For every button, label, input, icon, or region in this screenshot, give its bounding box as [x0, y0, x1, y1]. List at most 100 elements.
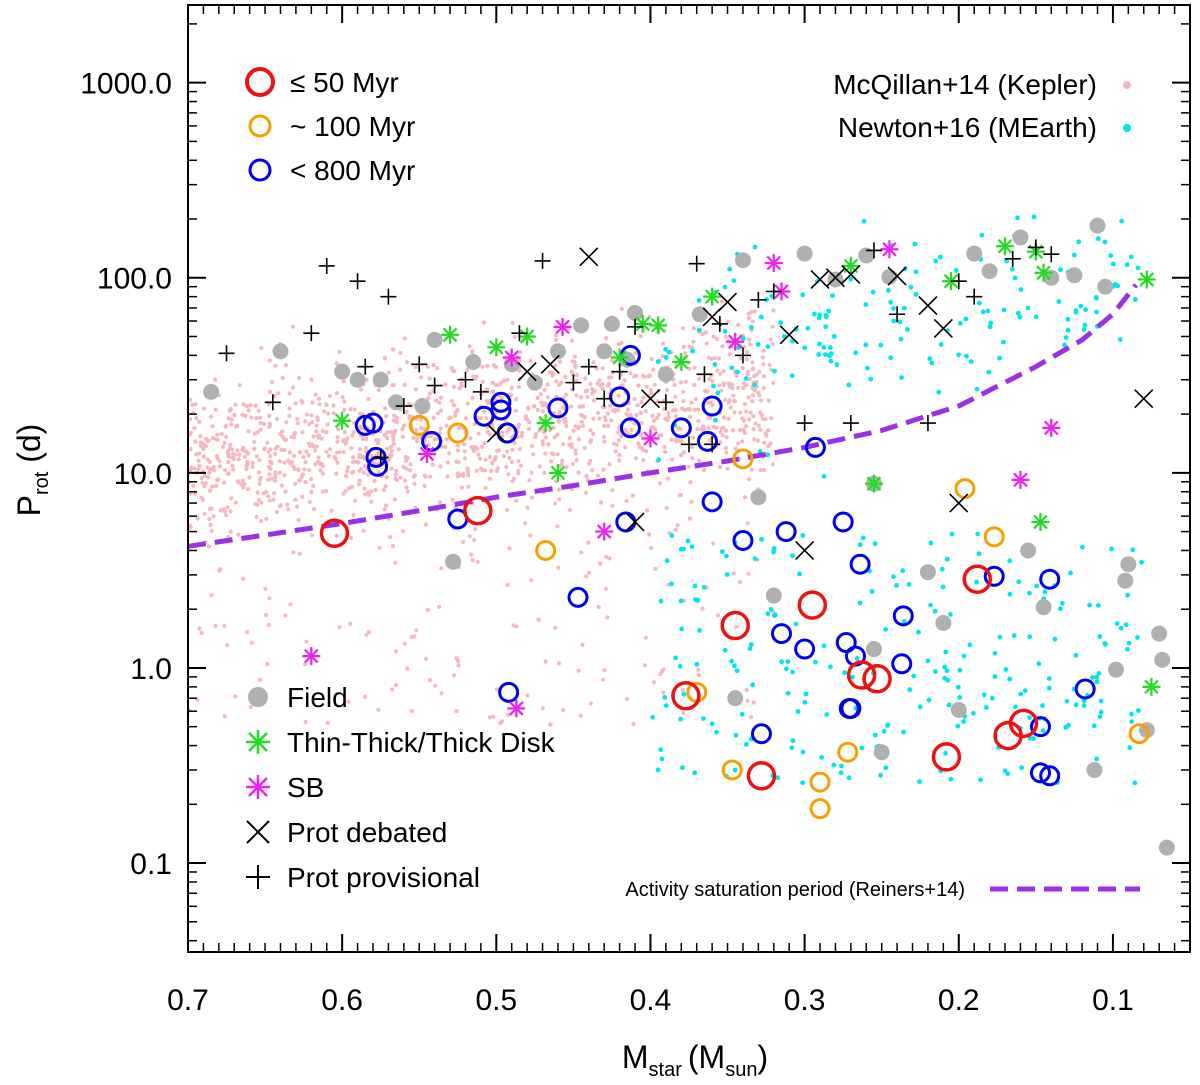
mcquillan-point — [241, 445, 246, 450]
mcquillan-point — [310, 420, 315, 425]
newton-point — [900, 568, 905, 574]
mcquillan-point — [376, 387, 381, 393]
mcquillan-point — [478, 456, 483, 461]
newton-point — [1132, 297, 1138, 302]
mcquillan-point — [616, 393, 621, 398]
mcquillan-point — [557, 497, 562, 502]
mcquillan-point — [721, 381, 726, 386]
mcquillan-point — [465, 466, 470, 471]
mcquillan-point — [732, 410, 737, 415]
mcquillan-point — [750, 319, 756, 324]
mcquillan-point — [426, 396, 431, 401]
mcquillan-point — [465, 469, 471, 474]
newton-point — [992, 650, 998, 656]
mcquillan-point — [638, 410, 643, 416]
mcquillan-point — [579, 419, 585, 424]
newton-point — [984, 705, 989, 710]
age-800myr-point — [892, 605, 914, 627]
disk-point — [487, 338, 506, 357]
mcquillan-point — [252, 446, 257, 451]
mcquillan-point — [520, 430, 525, 435]
newton-point — [1022, 688, 1028, 694]
provisional-point — [357, 358, 374, 375]
mcquillan-point — [519, 433, 524, 439]
newton-point — [823, 324, 829, 330]
debated-point — [717, 292, 738, 312]
mcquillan-point — [556, 487, 562, 492]
newton-point — [1126, 640, 1132, 646]
mcquillan-point — [259, 345, 264, 350]
mcquillan-point — [487, 476, 493, 481]
field-point — [1097, 278, 1114, 295]
mcquillan-point — [625, 407, 631, 412]
mcquillan-point — [362, 694, 368, 699]
mcquillan-point — [603, 418, 608, 423]
mcquillan-point — [746, 395, 751, 400]
mcquillan-point — [574, 393, 579, 398]
mcquillan-point — [256, 470, 262, 475]
x-axis-title-close: ) — [757, 1039, 768, 1075]
mcquillan-point — [720, 344, 725, 349]
mcquillan-point — [752, 374, 757, 379]
mcquillan-point — [233, 694, 238, 699]
newton-point — [765, 611, 771, 616]
legend-field-label: Field — [287, 682, 348, 713]
newton-point — [823, 312, 829, 318]
newton-point — [729, 658, 734, 664]
mcquillan-point — [366, 396, 371, 402]
mcquillan-point — [561, 442, 566, 447]
provisional-point — [1027, 239, 1044, 256]
mcquillan-point — [382, 507, 387, 512]
disk-point — [610, 348, 629, 367]
debated-point — [517, 362, 537, 382]
mcquillan-point — [609, 375, 614, 380]
mcquillan-point — [389, 444, 394, 449]
mcquillan-point — [463, 416, 468, 421]
newton-point — [734, 668, 740, 674]
mcquillan-point — [193, 439, 198, 444]
newton-point — [992, 674, 998, 679]
mcquillan-point — [218, 567, 223, 572]
mcquillan-point — [377, 545, 382, 550]
mcquillan-point — [461, 473, 466, 478]
disk-point — [649, 316, 668, 335]
mcquillan-point — [242, 454, 247, 459]
mcquillan-point — [459, 381, 464, 386]
mcquillan-point — [395, 415, 400, 420]
mcquillan-point — [357, 478, 362, 483]
debated-point — [640, 389, 661, 409]
mcquillan-point — [362, 463, 367, 468]
newton-point — [899, 375, 904, 380]
newton-point — [1046, 685, 1052, 691]
newton-point — [1073, 652, 1079, 658]
mcquillan-point — [372, 478, 377, 483]
mcquillan-point — [217, 459, 222, 464]
mcquillan-point — [197, 419, 202, 424]
provisional-point — [1043, 246, 1060, 263]
newton-point — [1127, 745, 1133, 751]
newton-point — [821, 473, 827, 479]
mcquillan-point — [552, 501, 558, 506]
mcquillan-point — [309, 490, 314, 495]
newton-point — [678, 598, 684, 604]
mcquillan-point — [737, 580, 743, 585]
newton-point — [1108, 253, 1114, 259]
newton-point — [1009, 266, 1015, 272]
young-50myr-point — [746, 761, 777, 791]
mcquillan-point — [304, 639, 309, 644]
disk-point — [548, 463, 567, 482]
marker-layer — [203, 217, 1175, 856]
mcquillan-point — [455, 471, 461, 476]
mcquillan-point — [512, 334, 517, 339]
mcquillan-point — [629, 428, 634, 433]
mcquillan-point — [432, 437, 437, 442]
mcquillan-point — [470, 395, 475, 401]
age-800myr-point — [1029, 716, 1051, 738]
newton-point — [655, 359, 661, 365]
mcquillan-point — [389, 448, 394, 453]
newton-point — [963, 316, 969, 322]
provisional-point — [380, 288, 397, 305]
legend-debated-marker — [246, 820, 270, 844]
axes: 0.7 0.6 0.5 0.4 0.3 0.2 0.10.11.010.0100.01000… — [80, 4, 1191, 1017]
mcquillan-point — [357, 468, 362, 473]
